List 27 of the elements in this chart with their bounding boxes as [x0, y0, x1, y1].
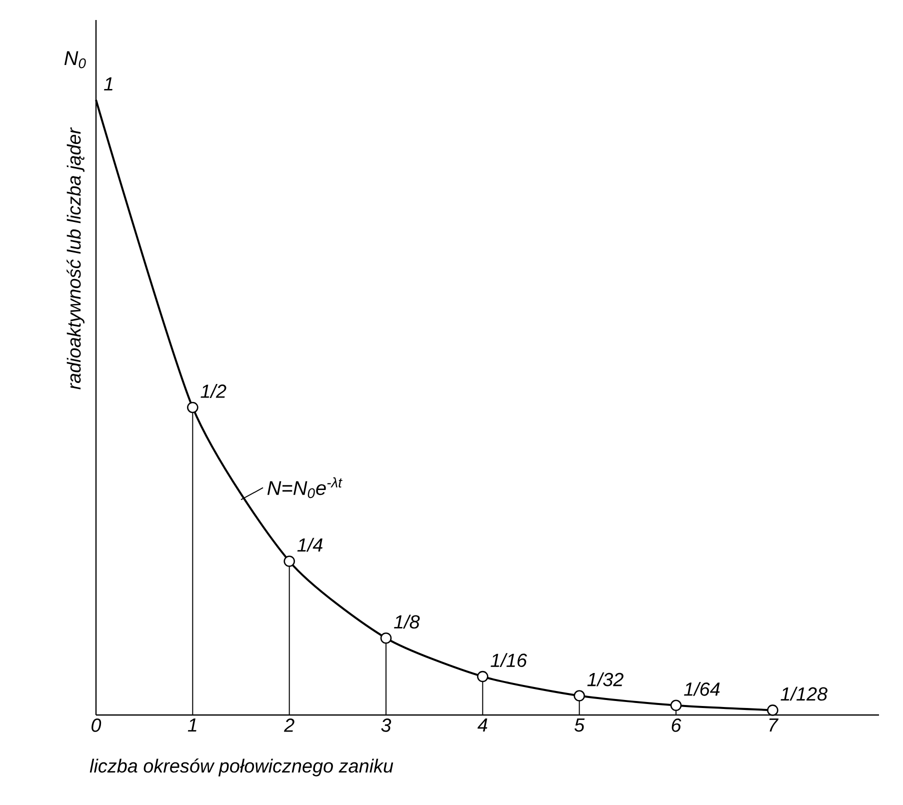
point: [477, 670, 488, 682]
x-tick-label: 3: [381, 718, 392, 732]
x-tick-label: 5: [574, 718, 585, 732]
data-label: 1/8: [394, 614, 420, 629]
x-tick-label: 7: [769, 718, 779, 732]
data-label: 1/64: [684, 682, 720, 696]
point: [187, 402, 198, 414]
data-label: 1/16: [490, 653, 528, 668]
x-tick-label: 6: [672, 718, 682, 732]
text: N$_{0}$: [64, 51, 86, 68]
annotation: N=N$_{0}$e$^{-λt}$: [267, 477, 342, 498]
x-tick-label: 4: [478, 718, 488, 732]
point: [767, 704, 778, 716]
point: [380, 632, 392, 644]
data-label: 1/128: [780, 686, 828, 701]
data-label: 1/4: [297, 538, 322, 552]
point: [284, 556, 295, 567]
data-label: 1/32: [587, 672, 624, 686]
x-tick-label: 0: [92, 718, 102, 732]
data-label: 1/2: [200, 384, 226, 398]
point: [574, 690, 585, 702]
x-axis-title: liczba okresów połowicznego zaniku: [90, 758, 394, 776]
x-tick-label: 1: [188, 718, 196, 732]
data-label: 1: [104, 77, 112, 90]
point: [670, 700, 682, 712]
x-tick-label: 2: [284, 718, 294, 732]
y-axis-title: radioaktywność lub liczba jąder: [66, 127, 84, 390]
